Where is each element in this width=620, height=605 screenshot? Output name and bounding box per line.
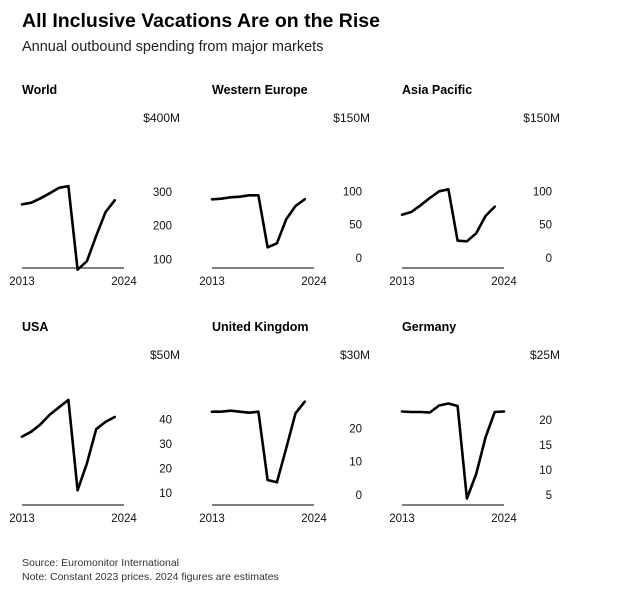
- chart-svg: United Kingdom $30M 0 10 20 2013 2024: [199, 320, 370, 525]
- y-tick-label: 30: [159, 439, 172, 451]
- y-tick-label: 20: [539, 415, 552, 427]
- chart-svg: Germany $25M 5 10 15 20 2013 2024: [389, 320, 560, 525]
- y-tick-label: 10: [349, 457, 362, 469]
- y-tick-label: 40: [159, 414, 172, 426]
- chart-subtitle: Annual outbound spending from major mark…: [22, 39, 324, 55]
- y-tick-label: 300: [153, 187, 172, 199]
- series-line: [210, 194, 306, 249]
- panel-asia-pacific: Asia Pacific $150M 0 50 100 2013 2024: [389, 82, 582, 297]
- y-tick-label: 0: [356, 253, 362, 265]
- y-tick-label: 200: [153, 221, 172, 233]
- y-tick-label: 10: [539, 465, 552, 477]
- y-tick-label: 0: [356, 490, 362, 502]
- panel-title: World: [22, 83, 57, 97]
- series-line: [210, 400, 306, 484]
- chart-svg: Western Europe $150M 0 50 100 2013 2024: [199, 83, 370, 288]
- unit-label: $25M: [530, 348, 560, 362]
- y-tick-label: 50: [539, 220, 552, 232]
- panel-title: USA: [22, 320, 48, 334]
- unit-label: $150M: [523, 111, 560, 125]
- chart-title: All Inclusive Vacations Are on the Rise: [22, 10, 380, 32]
- series-line: [400, 402, 506, 500]
- chart-svg: World $400M 100 200 300 2013 2024: [9, 83, 180, 288]
- x-tick-label: 2024: [491, 513, 517, 525]
- y-tick-label: 10: [159, 488, 172, 500]
- y-tick-label: 15: [539, 440, 552, 452]
- y-tick-label: 20: [159, 463, 172, 475]
- panel-title: Germany: [402, 320, 456, 334]
- chart-svg: USA $50M 10 20 30 40 2013 2024: [9, 320, 180, 525]
- source-note: Source: Euromonitor International Note: …: [22, 556, 279, 584]
- source-text: Source: Euromonitor International: [22, 557, 180, 569]
- y-tick-label: 5: [546, 490, 552, 502]
- unit-label: $150M: [333, 111, 370, 125]
- y-tick-label: 100: [533, 186, 552, 198]
- panel-title: United Kingdom: [212, 320, 309, 334]
- x-tick-label: 2013: [389, 276, 415, 288]
- y-tick-label: 100: [343, 186, 362, 198]
- y-tick-label: 100: [153, 255, 172, 267]
- chart-svg: Asia Pacific $150M 0 50 100 2013 2024: [389, 83, 560, 288]
- x-tick-label: 2024: [491, 276, 517, 288]
- unit-label: $400M: [143, 111, 180, 125]
- x-tick-label: 2013: [199, 276, 225, 288]
- x-tick-label: 2024: [301, 513, 327, 525]
- panel-germany: Germany $25M 5 10 15 20 2013 2024: [389, 319, 582, 534]
- panel-title: Asia Pacific: [402, 83, 472, 97]
- series-line: [20, 398, 116, 492]
- panel-usa: USA $50M 10 20 30 40 2013 2024: [9, 319, 202, 534]
- note-text: Note: Constant 2023 prices. 2024 figures…: [22, 571, 279, 583]
- panel-western-europe: Western Europe $150M 0 50 100 2013 2024: [199, 82, 392, 297]
- panel-united-kingdom: United Kingdom $30M 0 10 20 2013 2024: [199, 319, 392, 534]
- x-tick-label: 2013: [389, 513, 415, 525]
- unit-label: $50M: [150, 348, 180, 362]
- unit-label: $30M: [340, 348, 370, 362]
- y-tick-label: 50: [349, 220, 362, 232]
- y-tick-label: 20: [349, 423, 362, 435]
- x-tick-label: 2024: [111, 276, 137, 288]
- x-tick-label: 2024: [301, 276, 327, 288]
- x-tick-label: 2013: [9, 276, 35, 288]
- y-tick-label: 0: [546, 253, 552, 265]
- x-tick-label: 2024: [111, 513, 137, 525]
- panel-title: Western Europe: [212, 83, 308, 97]
- panel-world: World $400M 100 200 300 2013 2024: [9, 82, 202, 297]
- x-tick-label: 2013: [9, 513, 35, 525]
- series-line: [20, 184, 116, 271]
- series-line: [400, 188, 496, 243]
- x-tick-label: 2013: [199, 513, 225, 525]
